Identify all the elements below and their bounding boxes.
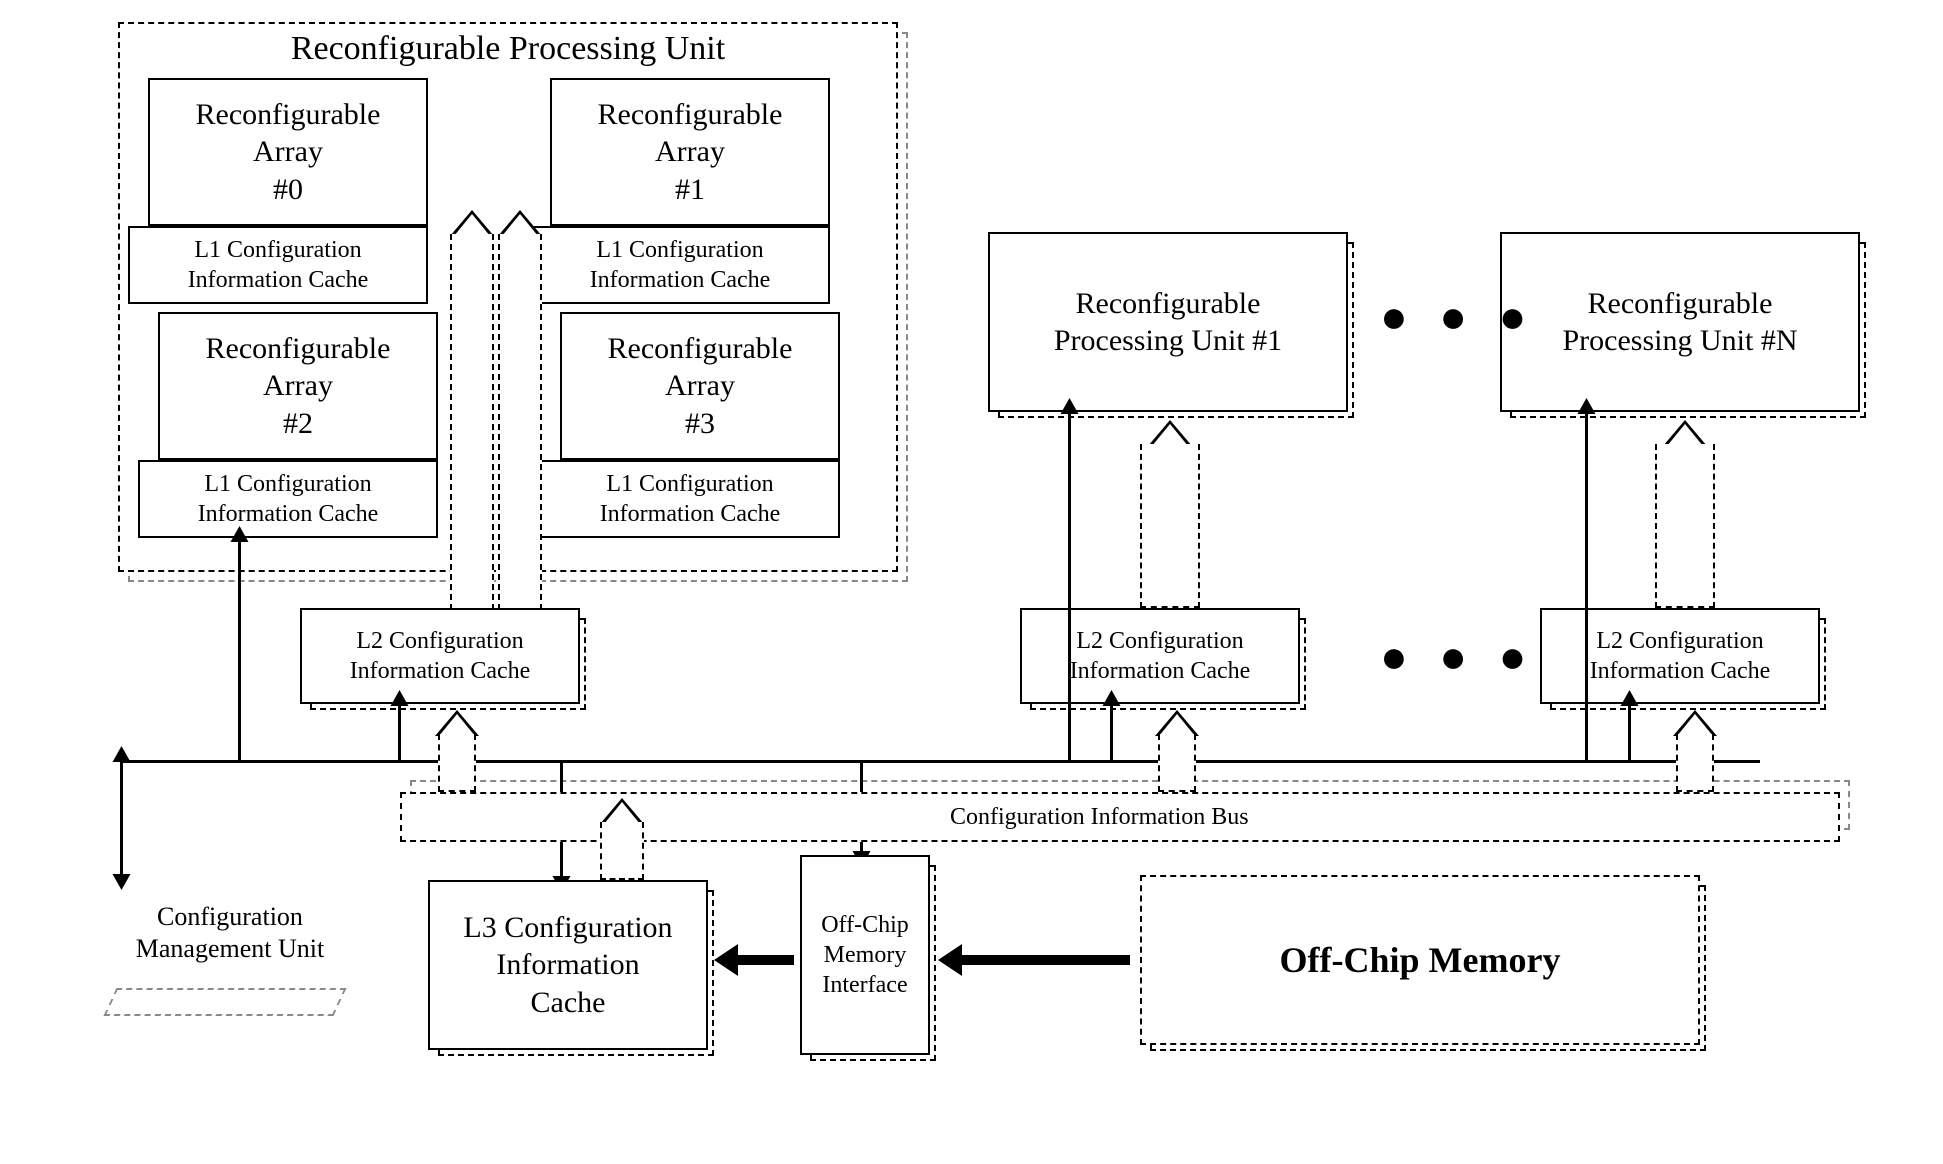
bus-to-l2-1-arrow: [1158, 710, 1196, 792]
arrow-offmem-to-iface: [960, 955, 1130, 965]
bus-to-l2-n-arrow: [1676, 710, 1714, 792]
ctrl-to-cmu-head-up: [113, 746, 131, 762]
l2-0-label: L2 Configuration Information Cache: [302, 610, 578, 702]
reconfigurable-array-3: Reconfigurable Array #3: [560, 312, 840, 460]
offmem-label: Off-Chip Memory: [1142, 877, 1698, 1043]
ctrl-to-l2-1: [1110, 704, 1113, 762]
rpu-1-label: Reconfigurable Processing Unit #1: [990, 234, 1346, 410]
config-management-unit: Configuration Management Unit: [90, 888, 370, 978]
ra1-label: Reconfigurable Array #1: [552, 80, 828, 224]
ctrl-to-rpu1-head: [1061, 398, 1079, 414]
config-info-bus-label: Configuration Information Bus: [950, 804, 1249, 831]
reconfigurable-array-2: Reconfigurable Array #2: [158, 312, 438, 460]
l3-cache: L3 Configuration Information Cache: [428, 880, 708, 1050]
offchip-memory: Off-Chip Memory: [1140, 875, 1700, 1045]
l1-cache-3: L1 Configuration Information Cache: [540, 460, 840, 538]
cmu-tray: [103, 988, 346, 1016]
ctrl-to-l2-n: [1628, 704, 1631, 762]
l1-cache-2: L1 Configuration Information Cache: [138, 460, 438, 538]
l2-n-label: L2 Configuration Information Cache: [1542, 610, 1818, 702]
bus-to-l2-0-arrow: [438, 710, 476, 792]
arrow-iface-to-l3: [736, 955, 794, 965]
rpu-n-label: Reconfigurable Processing Unit #N: [1502, 234, 1858, 410]
ctrl-to-rpu0: [238, 540, 241, 762]
l1-2-label: L1 Configuration Information Cache: [140, 462, 436, 536]
l1-3-label: L1 Configuration Information Cache: [542, 462, 838, 536]
ctrl-to-rpu1: [1068, 412, 1071, 762]
ctrl-to-l2-n-head: [1621, 690, 1639, 706]
l2-cache-0: L2 Configuration Information Cache: [300, 608, 580, 704]
ctrl-to-cmu: [120, 760, 123, 878]
reconfigurable-array-1: Reconfigurable Array #1: [550, 78, 830, 226]
l1-1-label: L1 Configuration Information Cache: [532, 228, 828, 302]
l3-to-bus-arrow: [600, 798, 644, 880]
control-bus-line: [120, 760, 1760, 763]
ra2-label: Reconfigurable Array #2: [160, 314, 436, 458]
l2-1-label: L2 Configuration Information Cache: [1022, 610, 1298, 702]
l1-cache-1: L1 Configuration Information Cache: [530, 226, 830, 304]
rpu-1: Reconfigurable Processing Unit #1: [988, 232, 1348, 412]
ctrl-to-rpu0-head: [231, 526, 249, 542]
cmu-label: Configuration Management Unit: [90, 888, 370, 978]
l2-cache-1: L2 Configuration Information Cache: [1020, 608, 1300, 704]
ctrl-to-rpun-head: [1578, 398, 1596, 414]
hollow-arrow-l2-to-l1-right: [498, 210, 542, 610]
ctrl-to-rpun: [1585, 412, 1588, 762]
hollow-arrow-l2-rpu1: [1140, 420, 1200, 608]
l1-0-label: L1 Configuration Information Cache: [130, 228, 426, 302]
hollow-arrow-l2-to-l1-left: [450, 210, 494, 610]
offif-label: Off-Chip Memory Interface: [802, 857, 928, 1053]
ctrl-to-l2-1-head: [1103, 690, 1121, 706]
ra3-label: Reconfigurable Array #3: [562, 314, 838, 458]
l2-cache-n: L2 Configuration Information Cache: [1540, 608, 1820, 704]
ellipsis-top: ● ● ●: [1380, 290, 1536, 343]
hollow-arrow-l2-rpun: [1655, 420, 1715, 608]
l1-cache-0: L1 Configuration Information Cache: [128, 226, 428, 304]
ra0-label: Reconfigurable Array #0: [150, 80, 426, 224]
offchip-interface: Off-Chip Memory Interface: [800, 855, 930, 1055]
diagram-canvas: { "type": "block-diagram", "background_c…: [0, 0, 1943, 1164]
rpu-n: Reconfigurable Processing Unit #N: [1500, 232, 1860, 412]
ctrl-to-l2-0: [398, 704, 401, 762]
reconfigurable-array-0: Reconfigurable Array #0: [148, 78, 428, 226]
ctrl-to-l2-0-head: [391, 690, 409, 706]
l3-label: L3 Configuration Information Cache: [430, 882, 706, 1048]
ellipsis-l2: ● ● ●: [1380, 630, 1536, 683]
rpu-0-title: Reconfigurable Processing Unit: [120, 24, 896, 74]
